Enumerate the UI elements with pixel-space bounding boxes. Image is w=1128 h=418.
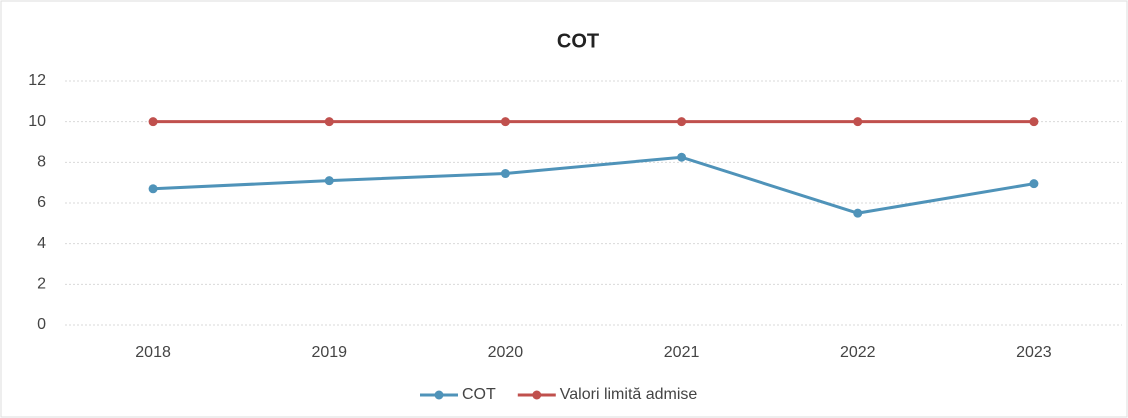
chart-title: COT [557, 30, 599, 52]
data-point [500, 117, 510, 127]
y-tick-label: 10 [28, 113, 46, 130]
data-point [500, 169, 510, 179]
data-point [677, 117, 687, 127]
y-tick-label: 12 [28, 72, 46, 89]
data-point [1029, 117, 1039, 127]
x-tick-label: 2018 [135, 344, 171, 361]
data-point [148, 117, 158, 127]
y-tick-label: 8 [37, 154, 46, 171]
data-point [148, 184, 158, 194]
y-tick-label: 6 [37, 194, 46, 211]
data-point [853, 117, 863, 127]
data-point [853, 208, 863, 218]
x-tick-label: 2022 [840, 344, 876, 361]
x-tick-label: 2020 [488, 344, 524, 361]
legend-label: Valori limită admise [560, 386, 698, 403]
data-point [324, 176, 334, 186]
legend-marker [532, 390, 542, 400]
x-tick-label: 2021 [664, 344, 700, 361]
x-tick-label: 2019 [311, 344, 347, 361]
y-tick-label: 0 [37, 316, 46, 333]
legend-label: COT [462, 386, 496, 403]
x-tick-label: 2023 [1016, 344, 1052, 361]
series-line [153, 155, 1035, 215]
y-tick-label: 2 [37, 276, 46, 293]
legend-marker [434, 390, 444, 400]
data-point [324, 117, 334, 127]
data-point [677, 152, 687, 162]
data-point [1029, 179, 1039, 189]
y-tick-label: 4 [37, 235, 46, 252]
